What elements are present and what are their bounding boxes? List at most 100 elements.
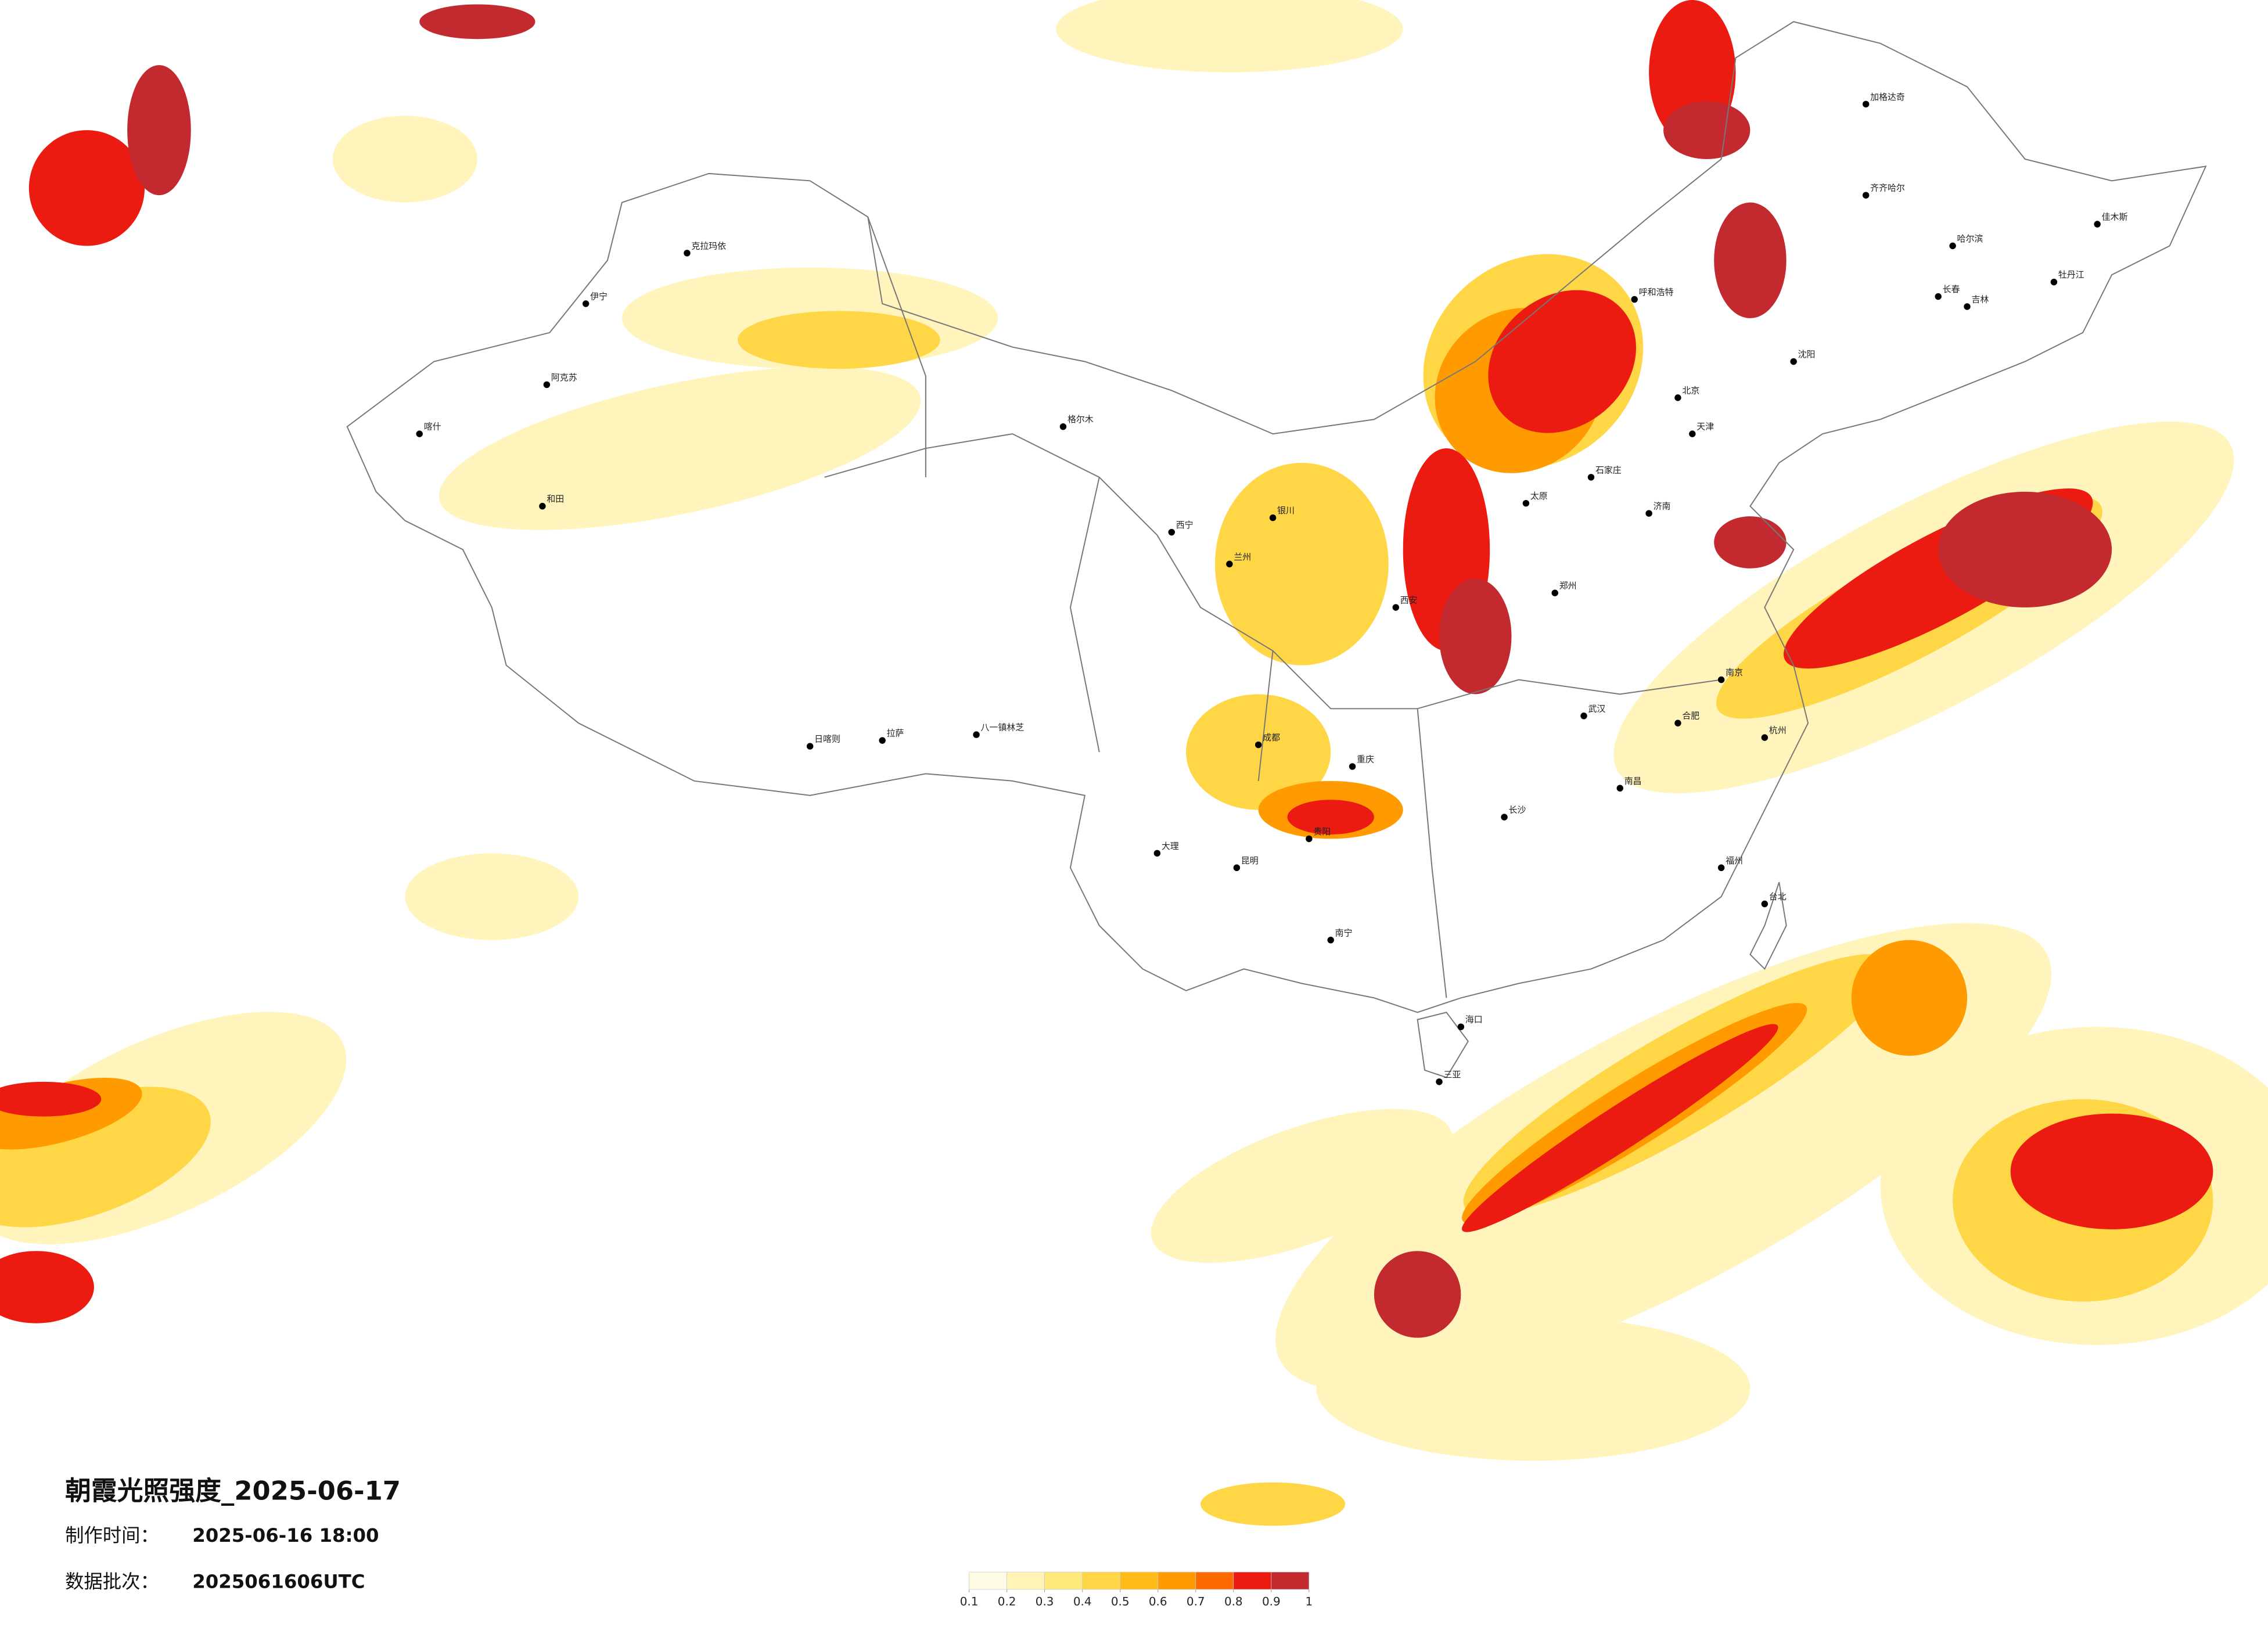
city-dot (1674, 720, 1681, 726)
city-label: 石家庄 (1595, 465, 1622, 475)
city-dot (1457, 1023, 1465, 1030)
city-label: 武汉 (1588, 703, 1605, 714)
city-label: 克拉玛依 (691, 240, 726, 251)
legend-tick-label: 0.8 (1224, 1595, 1243, 1608)
legend-tick-label: 0.1 (960, 1595, 979, 1608)
legend: 0.1 0.2 0.3 0.4 0.5 0.6 0.7 0.8 0.9 1 (960, 1571, 1313, 1608)
city-dot (806, 743, 814, 750)
legend-tick-label: 0.6 (1149, 1595, 1167, 1608)
city-label: 银川 (1277, 505, 1295, 516)
city-label: 杭州 (1769, 725, 1787, 736)
city-label: 西宁 (1176, 520, 1194, 530)
city-dot (1551, 589, 1558, 596)
city-dot (1616, 785, 1624, 792)
legend-swatch (1158, 1571, 1196, 1590)
legend-swatch (1233, 1571, 1272, 1590)
city-dot (1689, 430, 1696, 437)
city-label: 南京 (1726, 667, 1743, 678)
city-label: 兰州 (1234, 552, 1251, 562)
city-dot (1580, 713, 1587, 720)
city-label: 长沙 (1509, 805, 1526, 815)
city-dot (1790, 358, 1797, 365)
city-dot (1306, 835, 1313, 843)
legend-tick-label: 0.3 (1036, 1595, 1054, 1608)
legend-tick-label: 0.7 (1187, 1595, 1205, 1608)
city-dot (1862, 192, 1870, 199)
city-dot (1674, 394, 1681, 401)
legend-swatch (1082, 1571, 1121, 1590)
city-label: 合肥 (1682, 711, 1699, 721)
legend-tick-label: 0.2 (998, 1595, 1016, 1608)
heat-layer (0, 0, 2268, 1526)
city-label: 福州 (1726, 855, 1743, 866)
city-label: 三亚 (1443, 1069, 1461, 1080)
city-dot (1522, 499, 1530, 507)
city-label: 北京 (1682, 385, 1699, 395)
city-dot (539, 502, 546, 510)
city-dot (1717, 676, 1725, 684)
city-label: 日喀则 (814, 734, 840, 744)
city-label: 八一镇林芝 (981, 722, 1025, 733)
city-label: 郑州 (1559, 581, 1577, 591)
city-label: 伊宁 (590, 292, 608, 302)
legend-swatch (1007, 1571, 1045, 1590)
city-dot (1226, 560, 1233, 567)
legend-tick-label: 0.5 (1111, 1595, 1130, 1608)
city-dot (1935, 293, 1942, 300)
city-label: 贵阳 (1313, 826, 1331, 837)
legend-tick-label: 0.4 (1073, 1595, 1092, 1608)
legend-swatch (969, 1571, 1007, 1590)
city-label: 沈阳 (1798, 349, 1816, 359)
city-dot (1761, 900, 1769, 908)
city-dot (1717, 864, 1725, 871)
city-dot (1168, 528, 1175, 536)
city-label: 拉萨 (887, 728, 904, 739)
city-label: 牡丹江 (2058, 269, 2084, 280)
city-dot (684, 250, 691, 257)
city-label: 昆明 (1241, 855, 1259, 866)
city-label: 太原 (1530, 491, 1548, 501)
city-dot (1631, 296, 1638, 303)
city-label: 天津 (1696, 422, 1714, 432)
city-dot (2094, 221, 2101, 228)
city-dot (1862, 100, 1870, 108)
city-dot (973, 731, 980, 738)
legend-swatch (1044, 1571, 1083, 1590)
city-label: 呼和浩特 (1639, 287, 1674, 297)
production-time-label: 制作时间： (65, 1524, 159, 1546)
city-dot (1436, 1078, 1443, 1085)
city-dot (582, 300, 590, 307)
city-label: 和田 (547, 494, 564, 504)
city-dot (1587, 474, 1595, 481)
city-label: 重庆 (1357, 754, 1374, 764)
title: 朝霞光照强度_2025-06-17 (65, 1476, 401, 1506)
city-dot (1153, 850, 1161, 857)
city-dot (1949, 242, 1956, 250)
legend-tick-label: 1 (1306, 1595, 1313, 1608)
city-dot (1761, 734, 1769, 741)
city-label: 阿克苏 (551, 372, 577, 383)
city-dot (1501, 814, 1508, 821)
city-label: 长春 (1943, 284, 1960, 294)
city-dot (543, 381, 551, 388)
city-label: 齐齐哈尔 (1870, 183, 1905, 193)
boundaries (346, 21, 2207, 1078)
city-label: 吉林 (1971, 294, 1989, 305)
data-batch-label: 数据批次： (65, 1570, 159, 1592)
city-label: 济南 (1654, 501, 1671, 512)
city-label: 哈尔滨 (1957, 233, 1983, 244)
city-label: 成都 (1263, 732, 1280, 743)
city-label: 喀什 (424, 422, 441, 432)
city-dot (1349, 763, 1356, 770)
production-time: 2025-06-16 18:00 (192, 1524, 379, 1546)
legend-swatch (1195, 1571, 1234, 1590)
city-label: 加格达奇 (1870, 92, 1905, 102)
legend-swatch (1271, 1571, 1310, 1590)
city-dot (1645, 510, 1652, 517)
city-label: 南昌 (1624, 776, 1642, 786)
city-dot (879, 737, 886, 744)
city-dot (1255, 741, 1262, 749)
